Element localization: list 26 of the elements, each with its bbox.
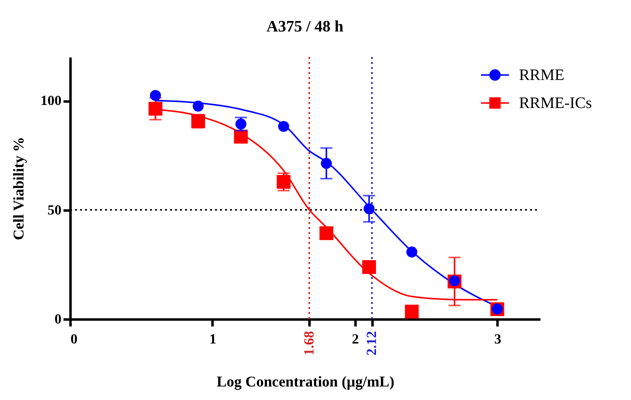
y-tick-label: 100 <box>40 94 62 110</box>
point <box>362 260 376 274</box>
x-tick-label: 0 <box>70 332 78 348</box>
x-tick-label: 1 <box>209 332 216 348</box>
point <box>320 158 332 169</box>
point <box>406 246 418 258</box>
point <box>276 174 291 189</box>
x-axis-title: Log Concentration (µg/mL) <box>216 374 394 390</box>
y-tick-label: 0 <box>54 312 62 328</box>
x-tick-label: 3 <box>494 332 502 348</box>
point <box>278 120 290 132</box>
point <box>404 304 419 318</box>
x-tick-label: 2 <box>352 332 359 348</box>
y-tick-label: 50 <box>48 203 62 218</box>
ref-line-label: 1.68 <box>302 331 318 356</box>
chart-title: A375 / 48 h <box>266 18 344 36</box>
ref-line-label: 2.12 <box>364 331 380 356</box>
point <box>319 226 334 240</box>
point <box>150 90 161 101</box>
point <box>192 100 204 112</box>
point <box>148 102 162 116</box>
point <box>364 203 375 214</box>
point <box>234 130 248 144</box>
legend-label: RRME <box>519 67 564 84</box>
y-axis-title: Cell Viability % <box>12 136 28 240</box>
legend-label: RRME-ICs <box>519 95 592 112</box>
